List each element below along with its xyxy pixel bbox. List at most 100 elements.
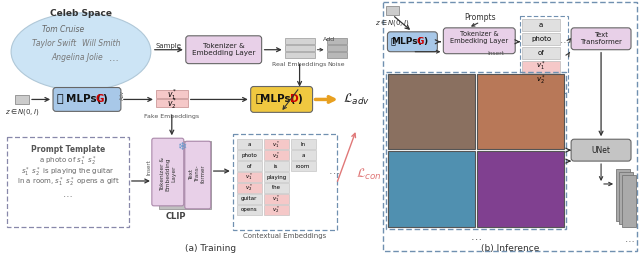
Text: $v_2^*$: $v_2^*$ (272, 150, 280, 161)
Text: …: … (471, 232, 482, 242)
Text: ): ) (297, 94, 302, 104)
Text: Prompt Template: Prompt Template (31, 145, 105, 154)
Text: Sample: Sample (156, 43, 182, 49)
Text: CLIP: CLIP (166, 212, 186, 221)
Text: Celeb Space: Celeb Space (50, 9, 112, 19)
Text: is: is (274, 164, 278, 169)
Bar (285, 45, 315, 51)
Text: MLPs(: MLPs( (67, 94, 102, 104)
Text: Contextual Embeddings: Contextual Embeddings (243, 233, 326, 239)
FancyBboxPatch shape (251, 87, 312, 112)
Text: Tokenizer &
Embedding Layer: Tokenizer & Embedding Layer (192, 43, 255, 56)
Bar (264, 172, 289, 182)
Text: (b) Inference: (b) Inference (481, 244, 540, 253)
Text: In a room, $s_1^*$ $s_2^*$ opens a gift: In a room, $s_1^*$ $s_2^*$ opens a gift (17, 175, 120, 189)
FancyBboxPatch shape (186, 36, 262, 64)
Text: …: … (560, 35, 570, 45)
Text: $v_2^*$: $v_2^*$ (245, 183, 253, 193)
Text: $z \in N(0,I)$: $z \in N(0,I)$ (4, 107, 40, 117)
Bar (522, 75, 560, 87)
Text: Real Embeddings: Real Embeddings (273, 62, 327, 67)
Text: Noise: Noise (328, 62, 345, 67)
Text: of: of (246, 164, 252, 169)
Bar (477, 151, 564, 227)
Bar (156, 99, 188, 107)
Text: Angelina Jolie: Angelina Jolie (51, 53, 103, 62)
Text: the: the (271, 185, 280, 190)
Text: $v_1^*$: $v_1^*$ (536, 60, 546, 73)
Bar (237, 194, 262, 204)
FancyBboxPatch shape (185, 141, 211, 209)
Text: of: of (538, 50, 545, 56)
Bar (264, 150, 289, 160)
Bar (264, 183, 289, 193)
Text: G: G (96, 94, 104, 104)
Text: Insert: Insert (147, 159, 151, 175)
Bar (520, 16, 568, 93)
FancyBboxPatch shape (387, 32, 437, 52)
Text: $v_2^*$: $v_2^*$ (272, 204, 280, 215)
Bar (383, 2, 637, 251)
Bar (159, 141, 211, 209)
FancyBboxPatch shape (53, 88, 121, 111)
Bar (237, 205, 262, 215)
Bar (264, 139, 289, 149)
FancyBboxPatch shape (152, 138, 184, 206)
Text: 🔥: 🔥 (255, 94, 262, 104)
Bar (326, 45, 346, 51)
Text: guitar: guitar (241, 196, 257, 201)
Text: Insert: Insert (487, 51, 504, 56)
Text: Text
Trans-
former: Text Trans- former (189, 165, 206, 183)
Text: MLPs(: MLPs( (260, 94, 295, 104)
Text: $z \in N(0,I)$: $z \in N(0,I)$ (375, 18, 410, 28)
Bar (477, 74, 564, 149)
Text: …: … (329, 166, 340, 176)
Text: (a) Training: (a) Training (185, 244, 236, 253)
Bar (237, 139, 262, 149)
Text: $v_1^*$: $v_1^*$ (166, 87, 177, 102)
Bar (15, 96, 29, 104)
Text: Tokenizer &
Embedding
Layer: Tokenizer & Embedding Layer (159, 157, 176, 191)
Text: opens: opens (241, 207, 257, 212)
Text: a: a (539, 22, 543, 28)
Text: …: … (625, 234, 635, 244)
Text: …: … (63, 189, 73, 199)
FancyBboxPatch shape (571, 28, 631, 50)
Bar (233, 134, 337, 230)
Text: $v_2^*$: $v_2^*$ (536, 74, 546, 87)
Bar (619, 172, 633, 224)
Text: D: D (291, 94, 299, 104)
Bar (264, 194, 289, 204)
Text: Tokenizer &
Embedking Layer: Tokenizer & Embedking Layer (450, 31, 508, 44)
Text: ): ) (102, 94, 108, 104)
Bar (387, 72, 566, 229)
Text: Tom Cruise: Tom Cruise (42, 25, 84, 34)
Bar (291, 150, 316, 160)
Bar (522, 47, 560, 59)
Text: $s_1^*$ $s_2^*$ is playing the guitar: $s_1^*$ $s_2^*$ is playing the guitar (21, 165, 115, 179)
Text: room: room (296, 164, 310, 169)
Bar (326, 52, 346, 58)
Text: UNet: UNet (591, 146, 611, 155)
Text: a photo of $s_1^*$ $s_2^*$: a photo of $s_1^*$ $s_2^*$ (39, 154, 97, 168)
Bar (264, 161, 289, 171)
Text: 🔥: 🔥 (57, 94, 63, 104)
Ellipse shape (11, 13, 151, 90)
Text: Fake Embeddings: Fake Embeddings (144, 114, 200, 119)
Text: photo: photo (241, 153, 257, 158)
Text: $v_2^*$: $v_2^*$ (166, 96, 177, 111)
Bar (388, 74, 476, 149)
Text: Will Smith: Will Smith (82, 39, 120, 48)
Bar (388, 151, 476, 227)
Bar (7, 137, 129, 227)
Text: MLPs(: MLPs( (391, 37, 422, 46)
Bar (522, 19, 560, 31)
Text: Text
Transformer: Text Transformer (580, 32, 622, 45)
Bar (291, 161, 316, 171)
Text: G: G (417, 37, 424, 46)
Bar (237, 172, 262, 182)
Bar (291, 139, 316, 149)
Bar (326, 38, 346, 44)
Bar (237, 150, 262, 160)
Text: Add: Add (323, 37, 335, 42)
